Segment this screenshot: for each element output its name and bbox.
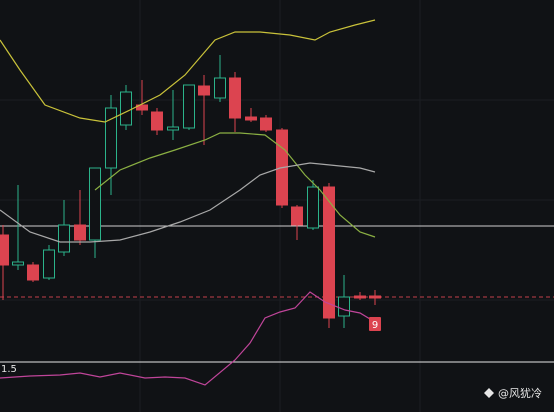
watermark-text: @风犹冷	[498, 387, 542, 400]
candle-body	[136, 104, 148, 111]
candle-body	[245, 116, 257, 121]
candle-body	[89, 167, 101, 241]
candle-body	[151, 111, 163, 131]
marker-box	[369, 317, 381, 331]
candle-body	[74, 224, 86, 241]
candle-body	[43, 249, 55, 279]
candle-body	[0, 234, 9, 266]
candle-body	[214, 77, 226, 99]
watermark-icon	[484, 388, 494, 398]
overlay-line	[0, 291, 376, 386]
candle-body	[323, 186, 335, 319]
overlay-line	[94, 132, 376, 238]
overlay-line	[0, 162, 376, 243]
candle-body	[229, 77, 241, 119]
candle-body	[338, 296, 350, 317]
candle-body	[12, 261, 24, 266]
candle-body	[58, 224, 70, 253]
candle-body	[27, 264, 39, 281]
candle-body	[307, 186, 319, 229]
overlay-line	[0, 19, 376, 123]
marker-label: 9	[372, 320, 378, 331]
candle-body	[260, 117, 272, 131]
candle-body	[354, 295, 366, 299]
candle-body	[198, 85, 210, 96]
candle-body	[120, 91, 132, 126]
candle-body	[167, 126, 179, 131]
candle-body	[105, 107, 117, 169]
candle-body	[183, 84, 195, 129]
candle-body	[291, 206, 303, 226]
watermark: @风犹冷	[484, 387, 542, 400]
level-label: 1.5	[1, 364, 17, 375]
candle-body	[369, 295, 381, 299]
